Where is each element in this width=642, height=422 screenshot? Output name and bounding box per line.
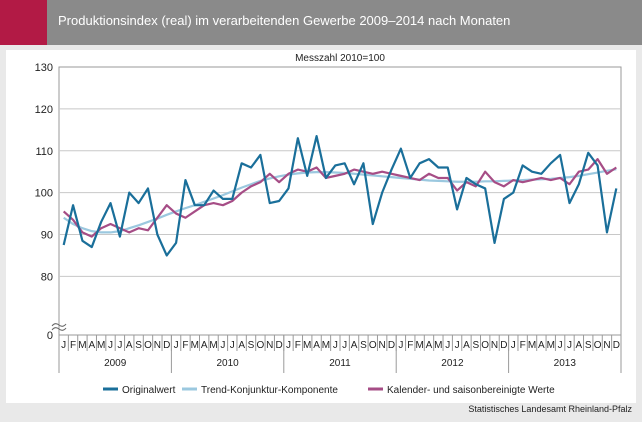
month-label: J xyxy=(108,340,113,351)
month-label: F xyxy=(407,340,413,351)
month-label: M xyxy=(303,340,311,351)
series-line-originalwert xyxy=(62,134,618,257)
month-label: M xyxy=(78,340,86,351)
month-label: D xyxy=(500,340,507,351)
legend-label: Kalender- und saisonbereinigte Werte xyxy=(387,385,555,396)
month-label: F xyxy=(70,340,76,351)
month-label: J xyxy=(511,340,516,351)
month-label: J xyxy=(567,340,572,351)
month-label: N xyxy=(379,340,386,351)
year-label: 2009 xyxy=(104,358,127,369)
month-label: M xyxy=(528,340,536,351)
month-label: N xyxy=(603,340,610,351)
month-label: F xyxy=(182,340,188,351)
month-label: N xyxy=(266,340,273,351)
month-label: M xyxy=(434,340,442,351)
month-label: J xyxy=(220,340,225,351)
year-label: 2010 xyxy=(216,358,239,369)
year-label: 2012 xyxy=(441,358,464,369)
series-line-kalender-und-saisonbereinigte-werte xyxy=(62,158,617,238)
month-label: S xyxy=(360,340,367,351)
legend-label: Trend-Konjunktur-Komponente xyxy=(201,385,338,396)
month-label: M xyxy=(191,340,199,351)
month-label: M xyxy=(97,340,105,351)
month-label: J xyxy=(333,340,338,351)
source-note: Statistisches Landesamt Rheinland-Pfalz xyxy=(468,404,632,414)
y-tick-label: 80 xyxy=(41,271,53,283)
axis-break-mark xyxy=(51,323,67,327)
header-accent xyxy=(0,0,47,45)
month-label: J xyxy=(445,340,450,351)
month-label: O xyxy=(594,340,602,351)
month-label: J xyxy=(117,340,122,351)
month-label: J xyxy=(61,340,66,351)
month-label: A xyxy=(313,340,320,351)
y-tick-label: 120 xyxy=(35,104,53,116)
month-label: A xyxy=(463,340,470,351)
month-label: D xyxy=(613,340,620,351)
month-label: O xyxy=(256,340,264,351)
chart-subtitle: Messzahl 2010=100 xyxy=(295,53,385,64)
month-label: O xyxy=(481,340,489,351)
year-label: 2011 xyxy=(329,358,351,369)
month-label: A xyxy=(576,340,583,351)
month-label: D xyxy=(163,340,170,351)
month-label: M xyxy=(209,340,217,351)
month-label: S xyxy=(248,340,255,351)
month-label: A xyxy=(201,340,208,351)
month-label: A xyxy=(238,340,245,351)
month-label: A xyxy=(538,340,545,351)
month-label: J xyxy=(342,340,347,351)
month-label: A xyxy=(126,340,133,351)
month-label: D xyxy=(275,340,282,351)
y-tick-label: 110 xyxy=(35,146,53,158)
y-tick-label: 90 xyxy=(41,230,53,242)
month-label: S xyxy=(472,340,479,351)
plot-area xyxy=(58,66,622,336)
month-label: O xyxy=(144,340,152,351)
month-label: F xyxy=(520,340,526,351)
month-label: A xyxy=(88,340,95,351)
month-label: M xyxy=(322,340,330,351)
month-label: J xyxy=(230,340,235,351)
header-bar: Produktionsindex (real) im verarbeitende… xyxy=(0,0,642,45)
y-tick-label: 0 xyxy=(47,330,53,342)
month-label: J xyxy=(174,340,179,351)
month-label: N xyxy=(154,340,161,351)
chart-title: Produktionsindex (real) im verarbeitende… xyxy=(58,13,511,28)
year-label: 2013 xyxy=(554,358,577,369)
month-label: J xyxy=(455,340,460,351)
axis-break-mark xyxy=(51,327,67,331)
month-label: J xyxy=(398,340,403,351)
month-label: O xyxy=(369,340,377,351)
month-label: S xyxy=(585,340,592,351)
month-label: N xyxy=(491,340,498,351)
month-label: S xyxy=(135,340,142,351)
month-label: F xyxy=(295,340,301,351)
month-label: M xyxy=(415,340,423,351)
month-label: M xyxy=(547,340,555,351)
month-label: A xyxy=(351,340,358,351)
month-label: A xyxy=(426,340,433,351)
month-label: D xyxy=(388,340,395,351)
y-tick-label: 130 xyxy=(35,62,53,74)
month-label: J xyxy=(286,340,291,351)
month-label: J xyxy=(558,340,563,351)
legend-label: Originalwert xyxy=(122,385,176,396)
y-tick-label: 100 xyxy=(35,188,53,200)
